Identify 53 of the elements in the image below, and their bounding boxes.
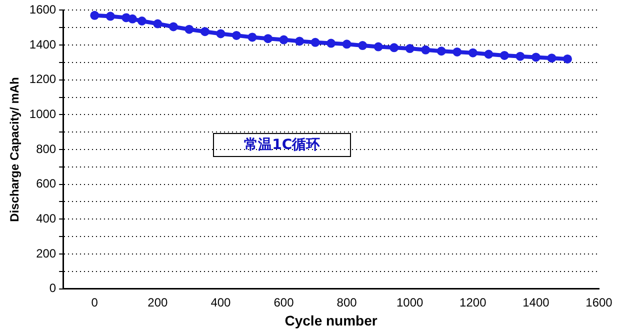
point <box>310 38 320 47</box>
point <box>374 42 383 52</box>
y-tick-label: 1000 <box>29 106 56 121</box>
point <box>232 30 241 40</box>
y-tick-label: 800 <box>36 142 56 156</box>
point <box>90 10 100 20</box>
point <box>452 47 462 56</box>
point <box>421 45 430 54</box>
point <box>500 50 509 60</box>
point <box>436 46 446 56</box>
point <box>153 19 162 28</box>
y-tick-label: 1200 <box>29 72 56 86</box>
point <box>168 22 178 32</box>
x-tick-label: 1600 <box>586 295 613 310</box>
x-tick-label: 1000 <box>396 295 424 310</box>
point <box>531 52 540 62</box>
y-tick-label: 0 <box>49 281 56 296</box>
point <box>468 48 478 58</box>
point <box>516 52 525 61</box>
y-tick-label: 1600 <box>29 2 56 17</box>
x-tick-label: 400 <box>210 295 232 310</box>
x-tick-label: 0 <box>91 295 98 310</box>
x-tick-label: 1400 <box>522 295 550 310</box>
point <box>184 24 194 34</box>
note-frame: 常温1C循环 <box>213 132 352 157</box>
x-tick-label: 600 <box>274 295 294 310</box>
point <box>390 43 399 52</box>
point <box>248 32 257 42</box>
point <box>137 16 146 26</box>
y-tick-label: 1400 <box>29 37 56 52</box>
point <box>405 44 414 54</box>
point <box>264 34 272 44</box>
point <box>200 27 210 36</box>
y-axis-title: Discharge Capacity/ mAh <box>8 77 22 222</box>
point <box>358 41 368 50</box>
point <box>547 54 556 63</box>
point <box>295 36 304 46</box>
x-tick-label: 1200 <box>460 295 487 310</box>
point <box>326 38 336 48</box>
x-axis-title: Cycle number <box>284 312 378 328</box>
point <box>106 12 115 21</box>
point <box>122 13 131 22</box>
x-tick-label: 200 <box>148 295 168 310</box>
x-tick-label: 800 <box>336 295 358 310</box>
point <box>562 54 572 64</box>
point <box>128 14 137 24</box>
point <box>216 29 226 38</box>
point <box>484 50 494 59</box>
y-tick-label: 200 <box>36 246 56 260</box>
y-tick-label: 400 <box>36 211 56 226</box>
point <box>342 40 352 49</box>
point <box>279 35 288 44</box>
y-tick-label: 600 <box>36 176 56 191</box>
